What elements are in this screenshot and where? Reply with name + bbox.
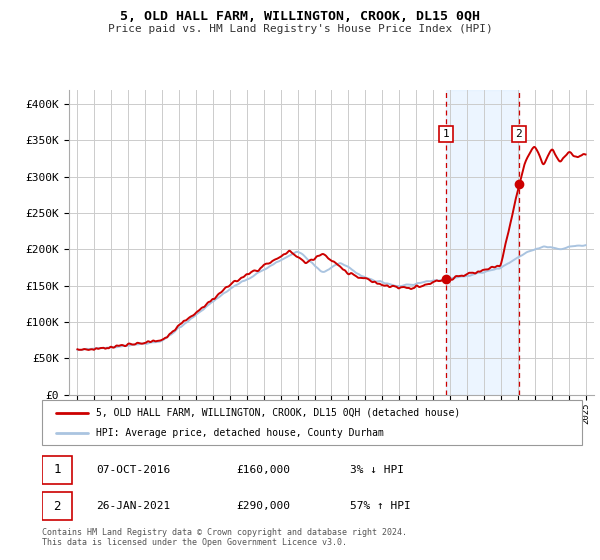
Text: Price paid vs. HM Land Registry's House Price Index (HPI): Price paid vs. HM Land Registry's House … [107, 24, 493, 34]
Text: 5, OLD HALL FARM, WILLINGTON, CROOK, DL15 0QH (detached house): 5, OLD HALL FARM, WILLINGTON, CROOK, DL1… [96, 408, 460, 418]
Text: 57% ↑ HPI: 57% ↑ HPI [350, 501, 410, 511]
Bar [42, 492, 72, 520]
Text: 3% ↓ HPI: 3% ↓ HPI [350, 465, 404, 475]
Text: 1: 1 [443, 129, 449, 139]
Text: HPI: Average price, detached house, County Durham: HPI: Average price, detached house, Coun… [96, 428, 384, 438]
Bar [446, 90, 519, 395]
Text: 07-OCT-2016: 07-OCT-2016 [96, 465, 170, 475]
Text: This data is licensed under the Open Government Licence v3.0.: This data is licensed under the Open Gov… [42, 538, 347, 547]
Text: 1: 1 [53, 463, 61, 476]
Text: 2: 2 [53, 500, 61, 512]
Text: 2: 2 [515, 129, 523, 139]
Text: £160,000: £160,000 [236, 465, 290, 475]
Bar [42, 456, 72, 484]
Text: 5, OLD HALL FARM, WILLINGTON, CROOK, DL15 0QH: 5, OLD HALL FARM, WILLINGTON, CROOK, DL1… [120, 10, 480, 23]
Text: Contains HM Land Registry data © Crown copyright and database right 2024.: Contains HM Land Registry data © Crown c… [42, 528, 407, 536]
Text: 26-JAN-2021: 26-JAN-2021 [96, 501, 170, 511]
Text: £290,000: £290,000 [236, 501, 290, 511]
